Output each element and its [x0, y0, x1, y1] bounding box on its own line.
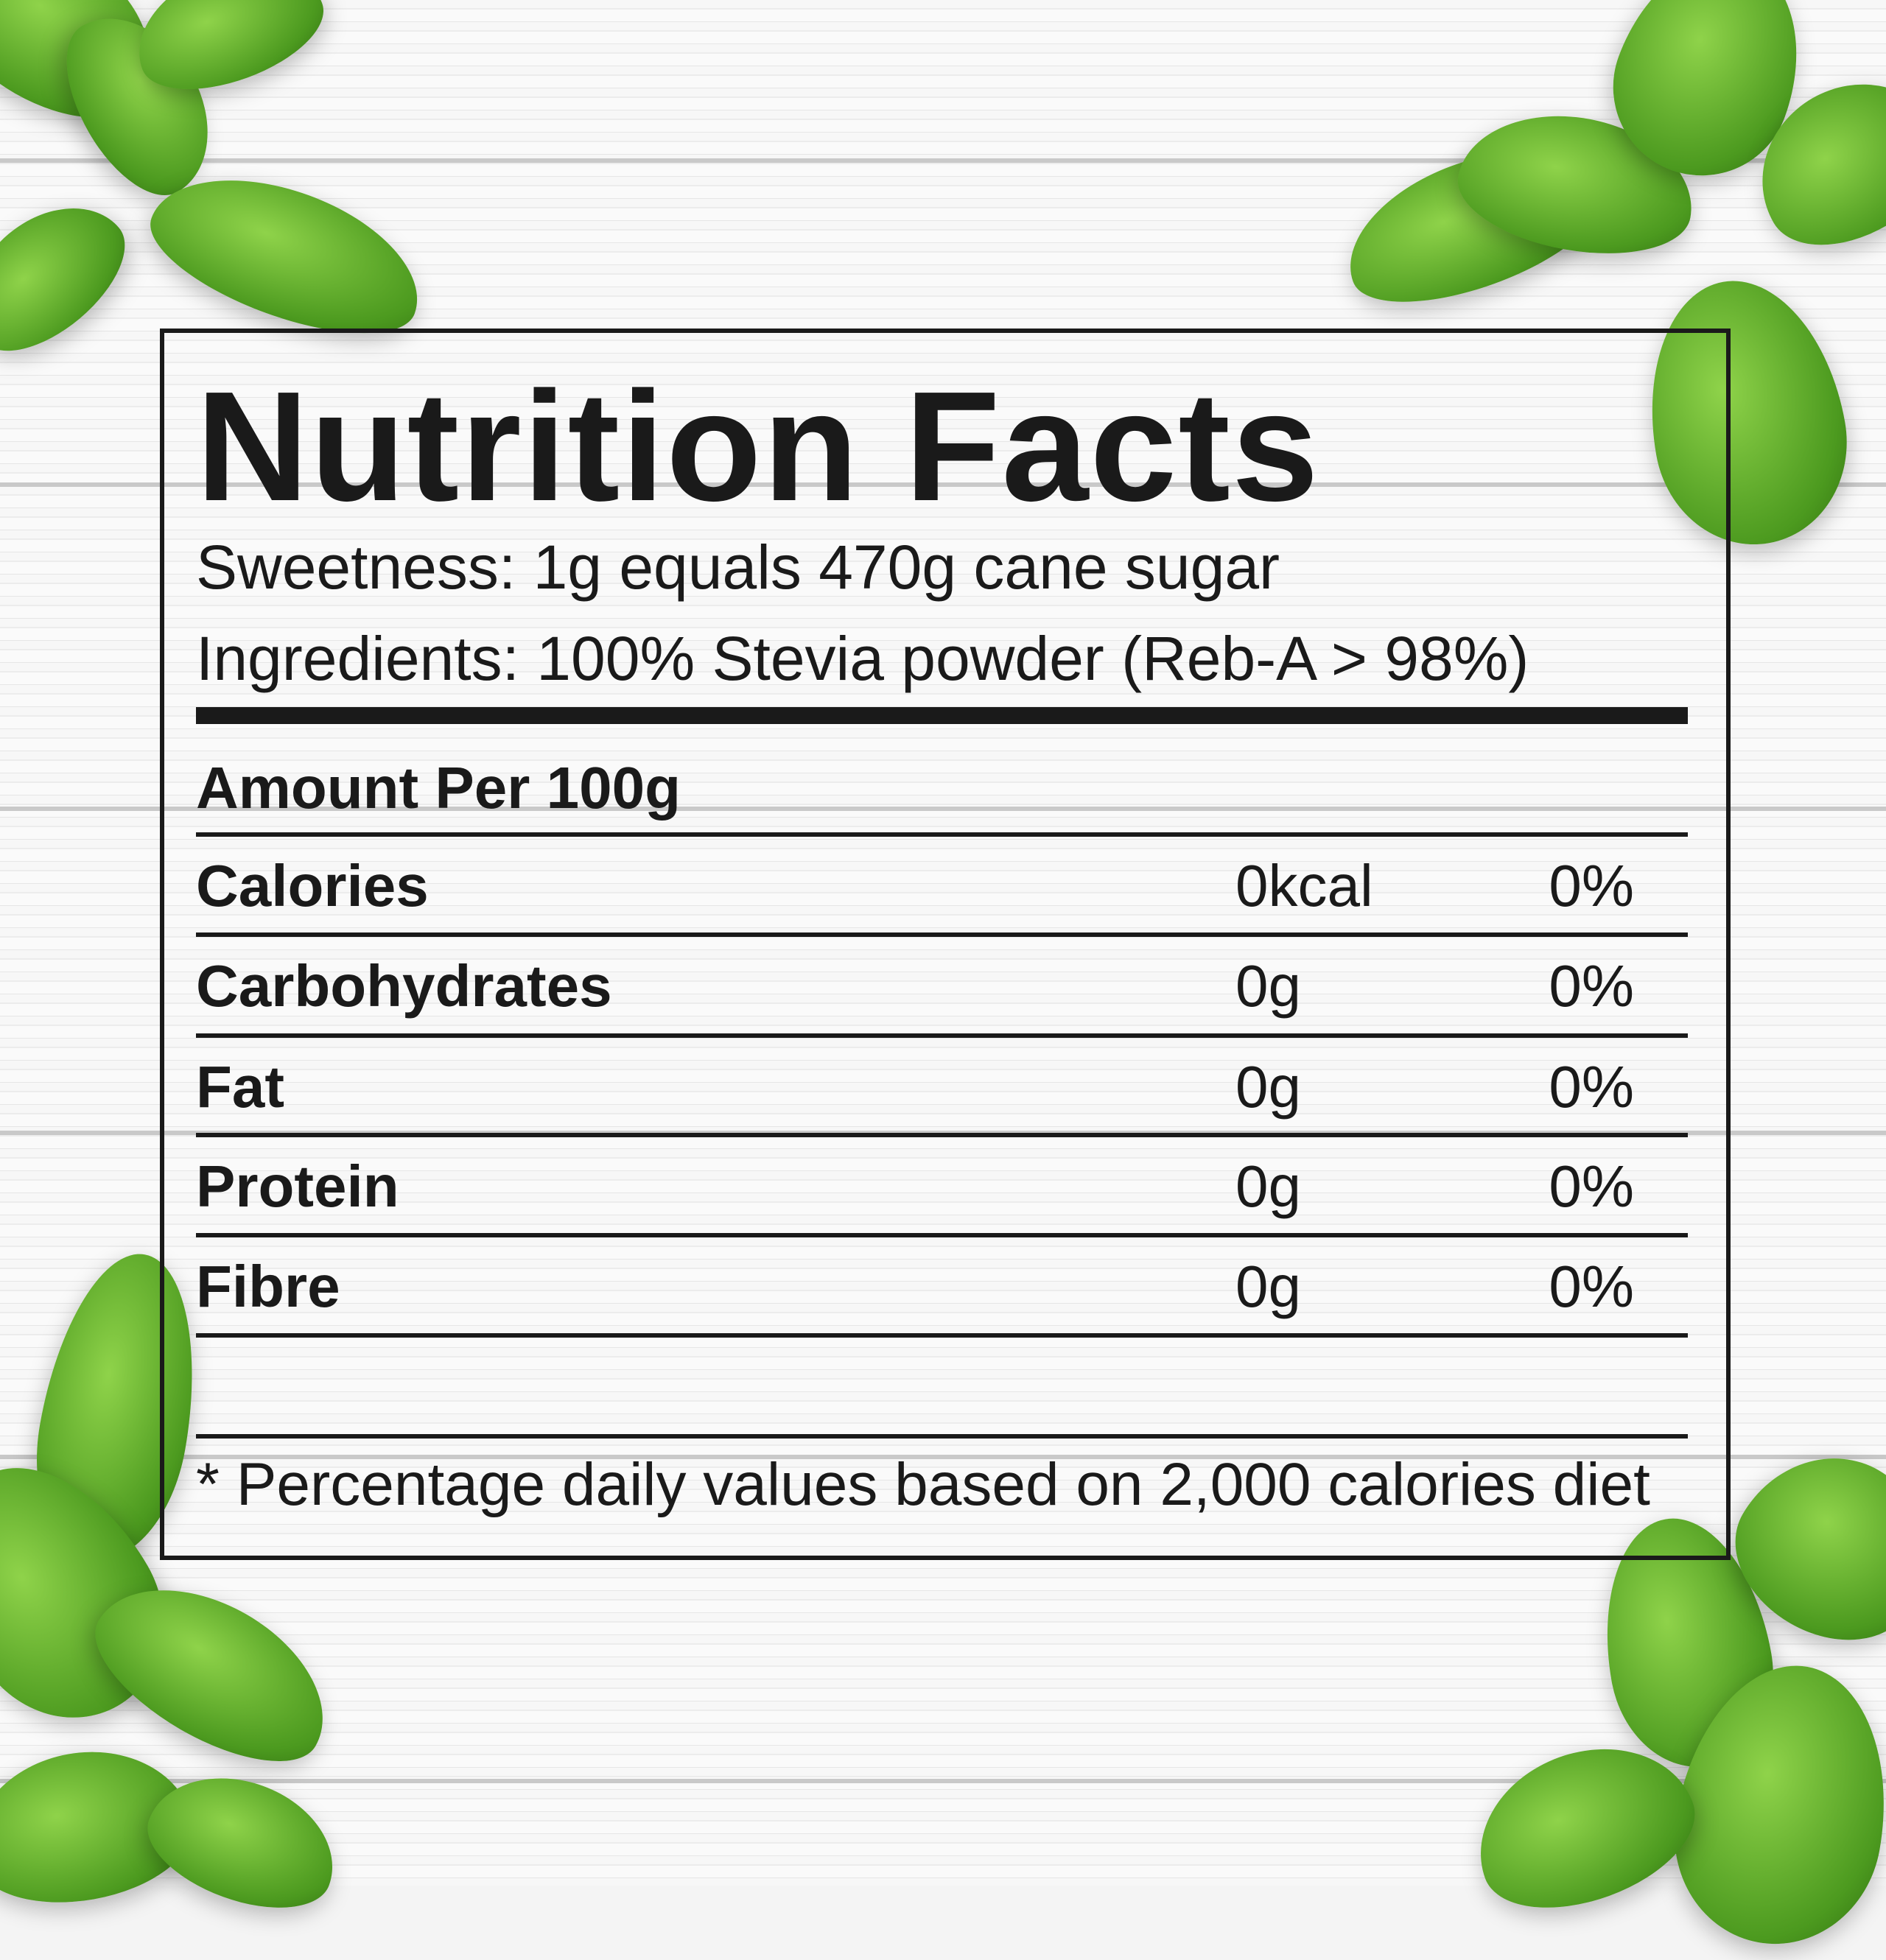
nutrient-name: Fibre: [196, 1254, 340, 1319]
divider: [196, 1333, 1688, 1338]
page-title: Nutrition Facts: [196, 359, 1320, 533]
nutrient-percent: 0%: [1549, 1054, 1634, 1120]
nutrient-value: 0kcal: [1235, 853, 1373, 918]
nutrient-percent: 0%: [1549, 953, 1634, 1019]
nutrient-name: Protein: [196, 1153, 399, 1219]
divider: [196, 1434, 1688, 1439]
divider: [196, 832, 1688, 837]
nutrient-name: Fat: [196, 1054, 284, 1120]
nutrient-value: 0g: [1235, 1153, 1301, 1219]
thick-divider: [196, 707, 1688, 724]
divider: [196, 932, 1688, 937]
footnote: * Percentage daily values based on 2,000…: [196, 1451, 1650, 1518]
nutrient-name: Carbohydrates: [196, 953, 612, 1019]
nutrition-label-frame: [160, 329, 1731, 1560]
divider: [196, 1233, 1688, 1237]
nutrient-percent: 0%: [1549, 853, 1634, 918]
nutrient-percent: 0%: [1549, 1254, 1634, 1319]
divider: [196, 1133, 1688, 1137]
nutrient-name: Calories: [196, 853, 429, 918]
nutrient-percent: 0%: [1549, 1153, 1634, 1219]
divider: [196, 1033, 1688, 1038]
sweetness-text: Sweetness: 1g equals 470g cane sugar: [196, 533, 1280, 602]
nutrient-value: 0g: [1235, 1254, 1301, 1319]
nutrient-value: 0g: [1235, 1054, 1301, 1120]
ingredients-text: Ingredients: 100% Stevia powder (Reb-A >…: [196, 624, 1529, 693]
amount-per-heading: Amount Per 100g: [196, 755, 681, 821]
nutrient-value: 0g: [1235, 953, 1301, 1019]
